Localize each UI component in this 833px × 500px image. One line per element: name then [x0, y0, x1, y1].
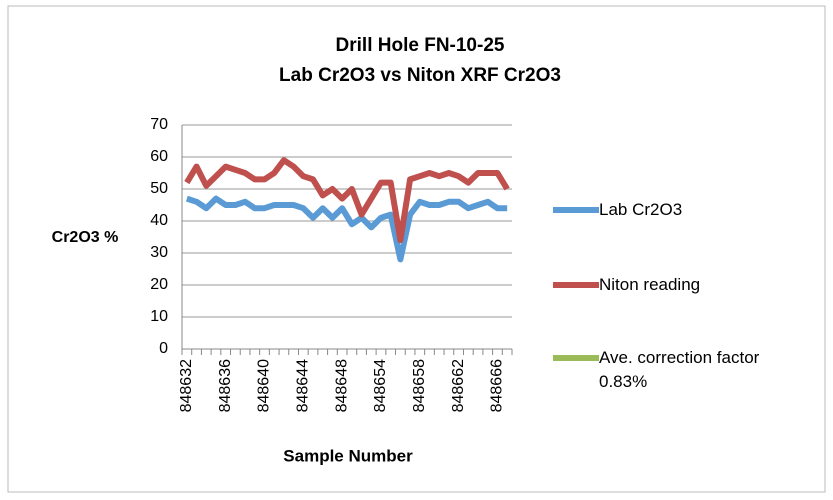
y-axis-label: Cr2O3 % — [52, 229, 119, 246]
legend-swatch — [553, 282, 599, 288]
data-line — [185, 195, 508, 263]
y-tick-label: 60 — [150, 148, 168, 165]
legend-item: Ave. correction factor 0.83% — [553, 346, 809, 394]
y-tick-label: 70 — [150, 116, 168, 133]
x-tick-label: 848632 — [178, 359, 195, 412]
x-tick-label: 848640 — [256, 359, 273, 412]
y-tick-label: 10 — [150, 308, 168, 325]
chart-subtitle: Lab Cr2O3 vs Niton XRF Cr2O3 — [279, 65, 561, 86]
x-tick-label: 848662 — [450, 359, 467, 412]
x-tick-label: 848636 — [217, 359, 234, 412]
y-tick-label: 20 — [150, 276, 168, 293]
legend-item: Lab Cr2O3 — [553, 198, 809, 222]
legend-label: Niton reading — [599, 275, 701, 294]
y-tick-label: 0 — [159, 340, 168, 357]
y-tick-label: 50 — [150, 180, 168, 197]
x-tick-label: 848658 — [411, 359, 428, 412]
legend-label: Ave. correction factor 0.83% — [599, 348, 760, 391]
y-tick-label: 30 — [150, 244, 168, 261]
legend-swatch — [553, 355, 599, 361]
x-tick-label: 848654 — [372, 359, 389, 412]
x-axis-label: Sample Number — [283, 446, 413, 465]
legend-label: Lab Cr2O3 — [599, 200, 683, 219]
chart-title: Drill Hole FN-10-25 — [336, 35, 505, 56]
legend-swatch — [553, 207, 599, 213]
x-tick-label: 848648 — [333, 359, 350, 412]
x-tick-label: 848666 — [489, 359, 506, 412]
chart-border — [7, 5, 826, 493]
y-tick-label: 40 — [150, 212, 168, 229]
legend-item: Niton reading — [553, 273, 809, 297]
x-tick-label: 848644 — [295, 359, 312, 412]
data-line — [184, 157, 510, 244]
